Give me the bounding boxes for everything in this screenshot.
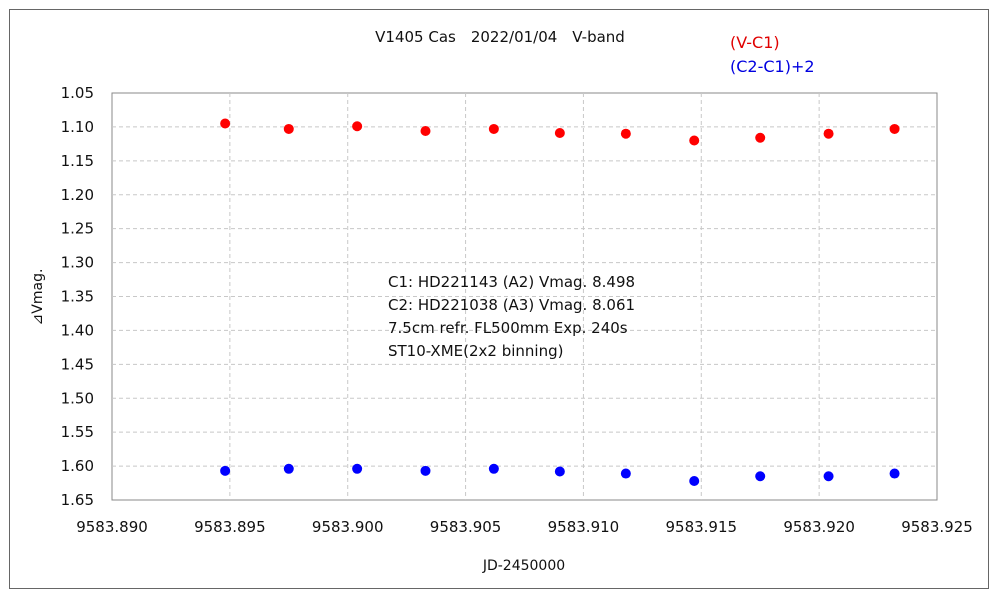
point-v-c1: [889, 123, 900, 134]
point-v-c1: [755, 132, 766, 143]
annotation-telescope: 7.5cm refr. FL500mm Exp. 240s: [388, 319, 628, 337]
x-tick-label: 9583.925: [901, 518, 973, 536]
y-tick-label: 1.05: [61, 84, 94, 102]
y-tick-label: 1.15: [61, 152, 94, 170]
point-c2-c1: [755, 471, 766, 482]
data-points: [220, 118, 900, 487]
point-v-c1: [283, 123, 294, 134]
y-tick-label: 1.45: [61, 355, 94, 373]
y-tick-label: 1.65: [61, 491, 94, 509]
chart-frame: [9, 9, 989, 589]
point-v-c1: [420, 125, 431, 136]
point-c2-c1: [488, 463, 499, 474]
point-c2-c1: [823, 471, 834, 482]
annotation-c2: C2: HD221038 (A3) Vmag. 8.061: [388, 296, 635, 314]
annotation-c1: C1: HD221143 (A2) Vmag. 8.498: [388, 273, 635, 291]
y-axis-label: ⊿Vmag.: [30, 269, 46, 326]
y-tick-label: 1.10: [61, 118, 94, 136]
point-v-c1: [689, 135, 700, 146]
y-tick-label: 1.40: [61, 321, 94, 339]
point-c2-c1: [283, 463, 294, 474]
point-v-c1: [352, 121, 363, 132]
point-v-c1: [554, 128, 565, 139]
x-tick-label: 9583.915: [665, 518, 737, 536]
chart-title: V1405 Cas 2022/01/04 V-band: [375, 28, 625, 46]
point-c2-c1: [889, 468, 900, 479]
x-tick-label: 9583.890: [76, 518, 148, 536]
y-tick-label: 1.60: [61, 457, 94, 475]
point-v-c1: [220, 118, 231, 129]
point-v-c1: [823, 128, 834, 139]
annotation-camera: ST10-XME(2x2 binning): [388, 342, 563, 360]
x-tick-label: 9583.895: [194, 518, 266, 536]
y-tick-label: 1.50: [61, 389, 94, 407]
point-c2-c1: [620, 468, 631, 479]
grid-lines: [112, 93, 937, 500]
point-c2-c1: [352, 463, 363, 474]
x-axis-label: JD-2450000: [482, 558, 565, 574]
x-tick-label: 9583.910: [548, 518, 620, 536]
x-tick-labels: 9583.890 9583.895 9583.900 9583.905 9583.910…: [76, 518, 973, 536]
point-c2-c1: [554, 466, 565, 477]
y-tick-label: 1.25: [61, 220, 94, 238]
point-v-c1: [620, 128, 631, 139]
point-c2-c1: [220, 465, 231, 476]
y-tick-label: 1.30: [61, 254, 94, 272]
y-tick-labels: 1.05 1.10 1.15 1.20 1.25 1.30 1.35 1.40 1.45 1.50…: [61, 84, 94, 509]
point-c2-c1: [420, 465, 431, 476]
y-tick-label: 1.55: [61, 423, 94, 441]
y-tick-label: 1.35: [61, 288, 94, 306]
x-tick-label: 9583.900: [312, 518, 384, 536]
legend-series-c2-c1: (C2-C1)+2: [730, 57, 815, 76]
x-tick-label: 9583.905: [430, 518, 502, 536]
point-c2-c1: [689, 476, 700, 487]
point-v-c1: [488, 123, 499, 134]
y-tick-label: 1.20: [61, 186, 94, 204]
legend-series-v-c1: (V-C1): [730, 33, 780, 52]
x-tick-label: 9583.920: [783, 518, 855, 536]
